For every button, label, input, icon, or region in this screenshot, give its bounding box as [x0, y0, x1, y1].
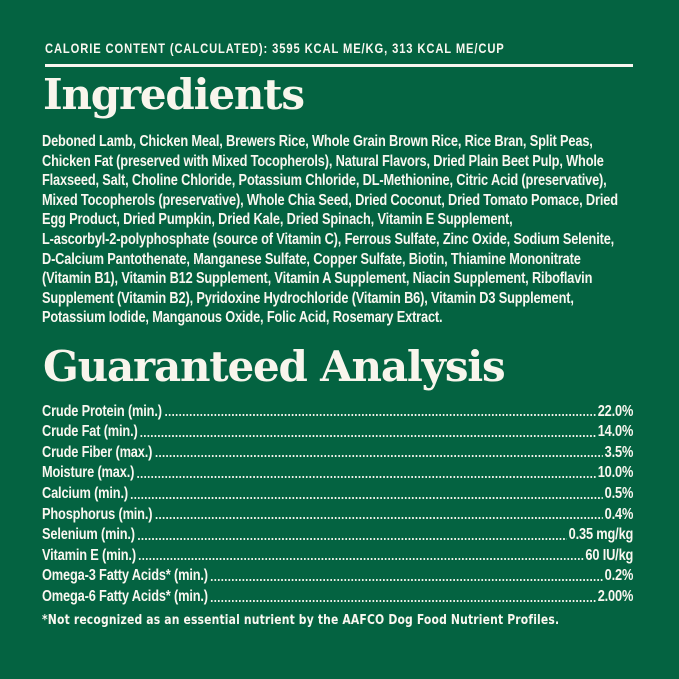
ingredients-text: Deboned Lamb, Chicken Meal, Brewers Rice… [42, 133, 618, 327]
analysis-row-value: 0.35 mg/kg [568, 526, 634, 544]
analysis-row-label: Calcium (min.) [42, 484, 128, 502]
analysis-row-label: Selenium (min.) [42, 526, 135, 544]
dotted-leader [136, 461, 597, 483]
analysis-row: Moisture (max.) 10.0% [42, 461, 634, 483]
dotted-leader [210, 564, 604, 586]
guaranteed-analysis-title: Guaranteed Analysis [43, 342, 506, 391]
analysis-row-value: 0.4% [604, 505, 634, 523]
analysis-row: Omega-3 Fatty Acids* (min.) 0.2% [42, 564, 634, 586]
dotted-leader [210, 585, 597, 606]
analysis-row-value: 22.0% [597, 402, 634, 420]
analysis-row: Phosphorus (min.) 0.4% [42, 502, 634, 524]
analysis-row: Selenium (min.) 0.35 mg/kg [42, 523, 634, 545]
analysis-row-value: 10.0% [597, 464, 634, 482]
dotted-leader [154, 441, 604, 462]
dotted-leader [154, 502, 604, 524]
analysis-row: Vitamin E (min.) 60 IU/kg [42, 544, 633, 565]
analysis-row-value: 60 IU/kg [585, 546, 634, 564]
analysis-row-value: 0.2% [604, 567, 634, 585]
analysis-row-label: Crude Protein (min.) [42, 402, 162, 420]
analysis-row-label: Crude Fiber (max.) [42, 443, 153, 461]
ingredients-title: Ingredients [43, 70, 305, 119]
analysis-row-value: 0.5% [604, 484, 634, 502]
analysis-row-label: Phosphorus (min.) [42, 505, 153, 523]
dotted-leader [130, 482, 604, 503]
analysis-row: Omega-6 Fatty Acids* (min.) 2.00% [42, 585, 633, 606]
aafco-footnote: *Not recognized as an essential nutrient… [42, 612, 560, 628]
analysis-row-label: Omega-6 Fatty Acids* (min.) [42, 587, 208, 605]
analysis-row: Crude Fiber (max.) 3.5% [42, 441, 633, 462]
dotted-leader [138, 544, 584, 565]
analysis-row-label: Omega-3 Fatty Acids* (min.) [42, 567, 208, 585]
analysis-row: Crude Protein (min.) 22.0% [42, 400, 633, 421]
analysis-row: Crude Fat (min.) 14.0% [42, 420, 634, 442]
analysis-row-label: Moisture (max.) [42, 464, 135, 482]
analysis-row: Calcium (min.) 0.5% [42, 482, 633, 503]
dotted-leader [164, 400, 597, 421]
dotted-leader [139, 420, 597, 442]
divider-rule [45, 64, 633, 67]
analysis-row-label: Vitamin E (min.) [42, 546, 136, 564]
analysis-row-value: 3.5% [604, 443, 634, 461]
analysis-row-value: 14.0% [597, 423, 634, 441]
analysis-row-label: Crude Fat (min.) [42, 423, 138, 441]
analysis-row-value: 2.00% [597, 587, 634, 605]
guaranteed-analysis-table: Crude Protein (min.) 22.0% Crude Fat (mi… [42, 400, 633, 606]
dotted-leader [137, 523, 568, 545]
calorie-content-line: CALORIE CONTENT (CALCULATED): 3595 KCAL … [45, 40, 505, 56]
